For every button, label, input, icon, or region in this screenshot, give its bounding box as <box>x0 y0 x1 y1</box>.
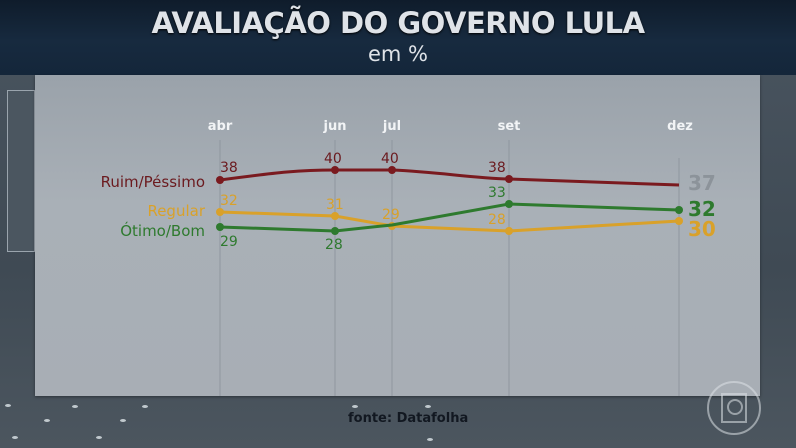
legend-regular: Regular <box>147 202 205 220</box>
final-value-regular: 30 <box>688 217 716 241</box>
value-label: 31 <box>326 197 344 213</box>
final-value-otimo: 32 <box>688 197 716 221</box>
final-value-ruim: 37 <box>688 171 716 195</box>
title-bar: AVALIAÇÃO DO GOVERNO LULA em % <box>0 0 796 75</box>
month-label: dez <box>667 119 693 134</box>
value-label: 29 <box>220 234 238 250</box>
chart-title: AVALIAÇÃO DO GOVERNO LULA <box>151 6 645 40</box>
value-label: 28 <box>325 237 343 253</box>
value-label: 32 <box>220 193 238 209</box>
value-label: 28 <box>488 212 506 228</box>
chart-panel <box>35 75 760 396</box>
value-label: 38 <box>488 160 506 176</box>
month-label: jun <box>323 119 347 134</box>
value-label: 40 <box>324 151 342 167</box>
value-label: 29 <box>382 207 400 223</box>
value-label: 33 <box>488 185 506 201</box>
month-label: set <box>498 119 521 134</box>
legend-ruim: Ruim/Péssimo <box>101 173 205 191</box>
background-panel <box>7 90 35 252</box>
series-line-ruim <box>219 168 680 187</box>
series-line-otimo <box>219 202 680 233</box>
month-label: abr <box>208 119 233 134</box>
value-label: 40 <box>381 151 399 167</box>
value-label: 38 <box>220 160 238 176</box>
chart-subtitle: em % <box>367 42 428 66</box>
broadcaster-logo-icon <box>707 381 761 435</box>
source-note: fonte: Datafolha <box>348 411 469 426</box>
month-label: jul <box>382 119 401 134</box>
legend-otimo: Ótimo/Bom <box>120 221 205 240</box>
